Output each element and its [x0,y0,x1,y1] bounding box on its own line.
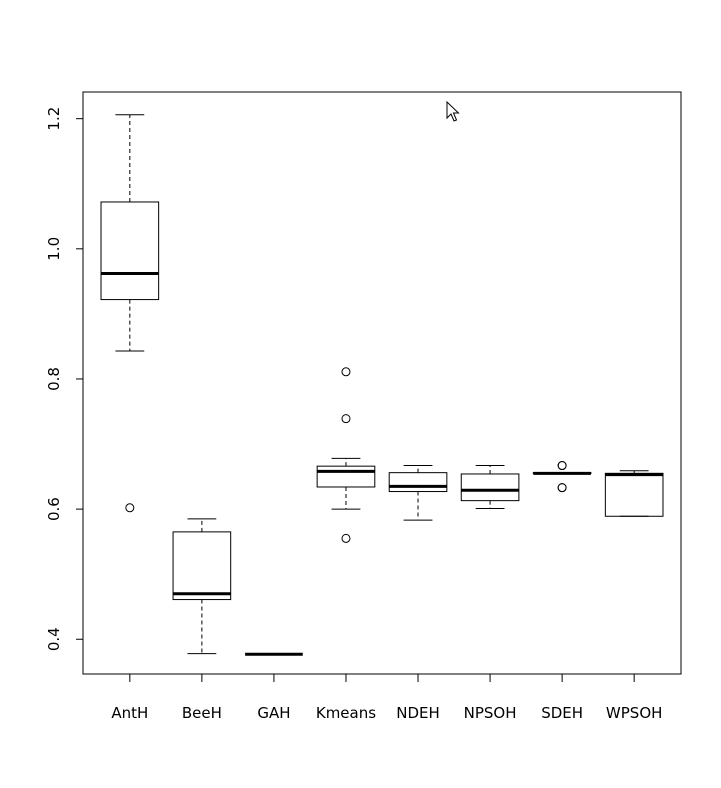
box-group [172,518,232,655]
outlier-point [341,414,351,424]
boxes [100,114,664,656]
x-tick-label: Kmeans [316,704,376,722]
x-tick-label: GAH [257,704,290,722]
x-axis: AntH BeeH GAH Kmeans NDEH NPSOH SDEH WPSOH [111,673,662,722]
box-iqr [316,465,376,488]
mouse-pointer-icon [446,101,460,122]
outlier-point [557,483,567,493]
y-tick-label: 1.0 [45,237,63,261]
y-tick-label: 1.2 [45,107,63,131]
y-axis: 0.4 0.6 0.8 1.0 1.2 [45,107,84,651]
y-tick-label: 0.4 [45,627,63,651]
box-group [388,465,448,521]
outlier-point [125,503,135,513]
x-tick-label: SDEH [541,704,583,722]
box-group [532,461,592,493]
box-iqr [460,473,520,502]
x-tick-label: BeeH [182,704,222,722]
y-tick-label: 0.6 [45,497,63,521]
box-group [604,470,664,517]
x-tick-label: AntH [111,704,148,722]
y-tick-label: 0.8 [45,367,63,391]
outlier-point [341,533,351,543]
x-tick-label: WPSOH [606,704,662,722]
box-iqr [172,531,232,601]
x-tick-label: NPSOH [464,704,517,722]
outlier-point [557,461,567,471]
box-iqr [100,201,160,301]
box-group [460,465,520,509]
outlier-point [341,367,351,377]
box-group [100,114,160,513]
box-iqr [604,472,664,517]
box-group [316,367,376,543]
box-iqr [388,472,448,493]
x-tick-label: NDEH [396,704,440,722]
